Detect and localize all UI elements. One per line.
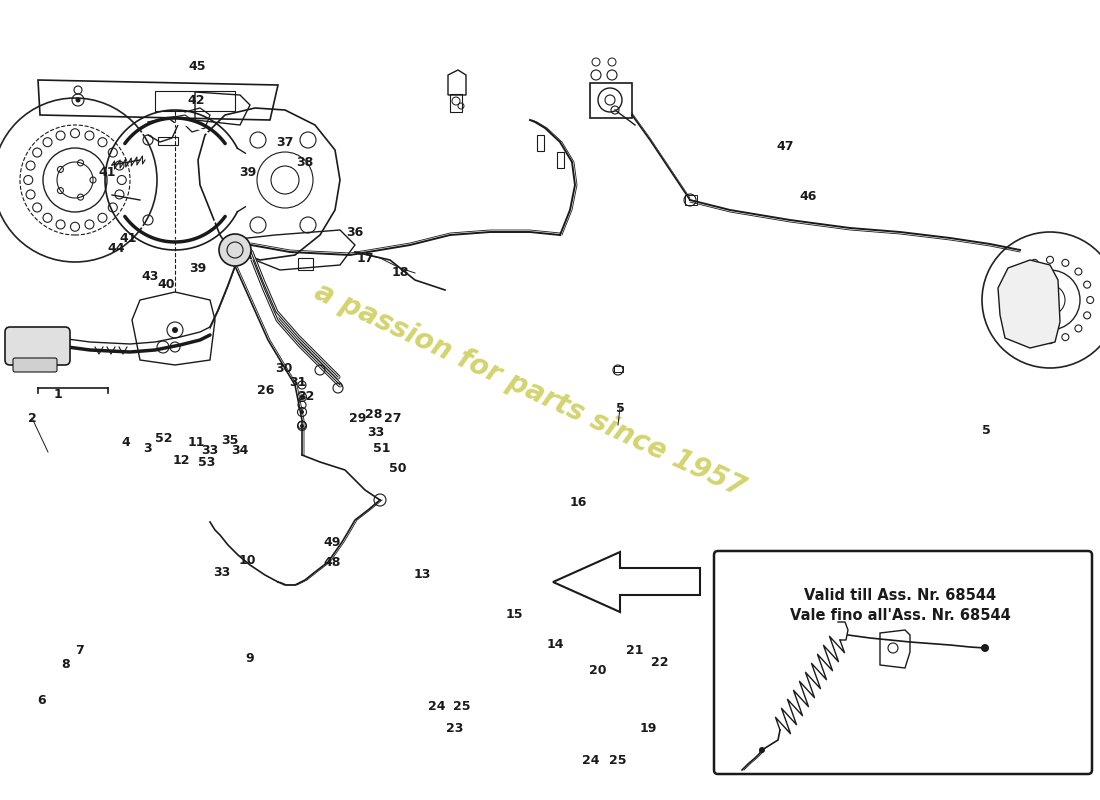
Text: 53: 53 — [198, 455, 216, 469]
Text: 39: 39 — [240, 166, 256, 178]
Text: 12: 12 — [173, 454, 189, 466]
Text: 29: 29 — [350, 411, 366, 425]
Text: a passion for parts since 1957: a passion for parts since 1957 — [310, 278, 750, 502]
Text: 40: 40 — [157, 278, 175, 291]
Bar — [158, 137, 178, 145]
Text: 23: 23 — [447, 722, 464, 734]
Bar — [298, 258, 314, 270]
Text: 47: 47 — [777, 141, 794, 154]
Text: 7: 7 — [76, 643, 85, 657]
Bar — [614, 366, 623, 372]
Text: 50: 50 — [389, 462, 407, 474]
FancyBboxPatch shape — [13, 358, 57, 372]
Bar — [450, 94, 462, 112]
Text: 11: 11 — [187, 435, 205, 449]
Text: 33: 33 — [213, 566, 231, 578]
FancyBboxPatch shape — [714, 551, 1092, 774]
Text: 8: 8 — [62, 658, 70, 671]
Text: 32: 32 — [297, 390, 315, 403]
Text: 9: 9 — [245, 651, 254, 665]
Circle shape — [759, 747, 764, 753]
Text: 31: 31 — [289, 377, 307, 390]
Text: 24: 24 — [582, 754, 600, 766]
Text: 42: 42 — [187, 94, 205, 106]
Bar — [537, 135, 544, 151]
Text: 39: 39 — [189, 262, 207, 274]
Bar — [590, 83, 632, 118]
Text: 41: 41 — [119, 231, 136, 245]
Text: 25: 25 — [453, 699, 471, 713]
Text: 38: 38 — [296, 157, 314, 170]
Text: 30: 30 — [275, 362, 293, 374]
Text: 52: 52 — [155, 431, 173, 445]
Text: 4: 4 — [122, 437, 131, 450]
Text: 5: 5 — [981, 423, 990, 437]
Text: 13: 13 — [414, 569, 431, 582]
Text: 21: 21 — [626, 643, 644, 657]
Bar — [155, 91, 235, 111]
Text: 43: 43 — [141, 270, 158, 283]
Circle shape — [300, 424, 304, 428]
Circle shape — [300, 395, 304, 399]
Text: 18: 18 — [392, 266, 409, 278]
Polygon shape — [553, 552, 700, 612]
Text: 22: 22 — [651, 655, 669, 669]
Text: 49: 49 — [323, 537, 341, 550]
Text: 51: 51 — [373, 442, 390, 454]
Text: 44: 44 — [108, 242, 124, 255]
Text: 16: 16 — [570, 497, 586, 510]
Text: 6: 6 — [37, 694, 46, 706]
Text: 5: 5 — [616, 402, 625, 414]
Text: Vale fino all'Ass. Nr. 68544: Vale fino all'Ass. Nr. 68544 — [790, 607, 1011, 622]
Text: 24: 24 — [428, 699, 446, 713]
Text: 26: 26 — [257, 383, 275, 397]
Circle shape — [76, 98, 80, 102]
Text: 48: 48 — [323, 557, 341, 570]
Circle shape — [300, 410, 304, 414]
Text: 27: 27 — [384, 411, 402, 425]
Bar — [685, 195, 697, 205]
Text: 20: 20 — [590, 663, 607, 677]
Text: 25: 25 — [609, 754, 627, 766]
Text: 19: 19 — [639, 722, 657, 734]
Text: 45: 45 — [188, 61, 206, 74]
Bar — [557, 152, 564, 168]
Text: 17: 17 — [356, 251, 374, 265]
FancyBboxPatch shape — [6, 327, 70, 365]
Text: 15: 15 — [505, 609, 522, 622]
Circle shape — [981, 644, 989, 652]
Text: 33: 33 — [367, 426, 385, 438]
Text: 34: 34 — [231, 443, 249, 457]
Text: 46: 46 — [800, 190, 816, 202]
Text: Valid till Ass. Nr. 68544: Valid till Ass. Nr. 68544 — [804, 587, 997, 602]
Text: 2: 2 — [28, 411, 36, 425]
Text: 3: 3 — [144, 442, 152, 454]
Text: 10: 10 — [239, 554, 255, 566]
Text: 33: 33 — [201, 443, 219, 457]
Text: 28: 28 — [365, 409, 383, 422]
Text: 37: 37 — [276, 137, 294, 150]
Text: 14: 14 — [547, 638, 563, 651]
Polygon shape — [998, 260, 1060, 348]
Text: 35: 35 — [221, 434, 239, 446]
Circle shape — [219, 234, 251, 266]
Text: 41: 41 — [98, 166, 116, 179]
Text: 36: 36 — [346, 226, 364, 238]
Circle shape — [172, 327, 178, 333]
Text: 1: 1 — [54, 389, 63, 402]
